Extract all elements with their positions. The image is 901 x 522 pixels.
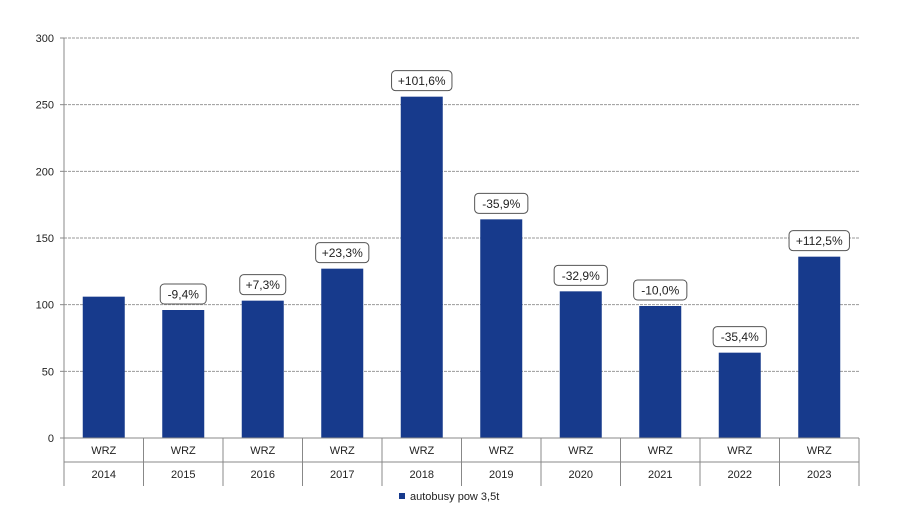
x-category-label-top: WRZ xyxy=(250,445,275,457)
y-tick-label: 0 xyxy=(48,433,54,445)
legend: autobusy pow 3,5t xyxy=(399,491,499,503)
data-label-box xyxy=(159,283,207,305)
data-label: +101,6% xyxy=(398,74,446,88)
y-axis: 0 50 100 150 200 250 300 xyxy=(36,33,65,445)
x-category-label: 2019 xyxy=(489,469,513,481)
data-labels: -9,4% +7,3% +23,3% +101,6% -35,9% -32,9% -10,0… xyxy=(159,70,850,348)
data-label-box xyxy=(788,230,850,252)
bar xyxy=(798,256,841,438)
data-label-box xyxy=(239,274,287,296)
bar xyxy=(241,300,284,438)
x-category-label-top: WRZ xyxy=(489,445,514,457)
y-tick-label: 50 xyxy=(42,366,54,378)
x-category-label: 2014 xyxy=(92,469,116,481)
bars xyxy=(82,96,841,439)
data-label-box xyxy=(315,242,370,264)
data-label: -32,9% xyxy=(562,269,600,283)
x-category-label: 2015 xyxy=(171,469,195,481)
y-tick-label: 100 xyxy=(36,300,54,312)
data-label: -35,4% xyxy=(721,330,759,344)
bar xyxy=(718,352,761,438)
x-category-label-top: WRZ xyxy=(91,445,116,457)
bar xyxy=(559,291,602,438)
x-axis-table: WRZ 2014 WRZ 2015 WRZ 2016 WRZ 2017 WRZ 2018 WRZ 20… xyxy=(63,437,860,486)
y-tick-label: 250 xyxy=(36,100,54,112)
bar xyxy=(321,268,364,438)
data-label-box xyxy=(391,70,453,92)
x-category-label: 2016 xyxy=(251,469,275,481)
bar xyxy=(82,296,125,438)
y-tick-label: 200 xyxy=(36,166,54,178)
x-category-label: 2022 xyxy=(728,469,752,481)
x-category-label-top: WRZ xyxy=(648,445,673,457)
data-label-box xyxy=(474,192,529,214)
x-category-label-top: WRZ xyxy=(807,445,832,457)
x-category-label: 2017 xyxy=(330,469,354,481)
data-label: -35,9% xyxy=(482,197,520,211)
data-label-box xyxy=(712,326,767,348)
data-label: -9,4% xyxy=(168,288,200,302)
y-tick-label: 150 xyxy=(36,233,54,245)
x-category-label-top: WRZ xyxy=(568,445,593,457)
data-label-box xyxy=(633,279,688,301)
x-category-label-top: WRZ xyxy=(171,445,196,457)
x-category-label: 2020 xyxy=(569,469,593,481)
data-label: -10,0% xyxy=(641,284,679,298)
x-category-label: 2021 xyxy=(648,469,672,481)
data-label: +112,5% xyxy=(796,234,843,248)
data-label-box xyxy=(553,264,608,286)
bar xyxy=(400,96,443,439)
y-tick-label: 300 xyxy=(36,33,54,45)
legend-swatch xyxy=(399,493,405,499)
bar xyxy=(480,219,523,438)
x-category-label-top: WRZ xyxy=(409,445,434,457)
x-category-label: 2018 xyxy=(410,469,434,481)
bar xyxy=(639,306,682,438)
data-label: +23,3% xyxy=(322,246,363,260)
bar xyxy=(162,310,205,438)
legend-label: autobusy pow 3,5t xyxy=(410,491,499,503)
x-category-label: 2023 xyxy=(807,469,831,481)
data-label: +7,3% xyxy=(246,278,281,292)
x-category-label-top: WRZ xyxy=(330,445,355,457)
x-category-label-top: WRZ xyxy=(727,445,752,457)
